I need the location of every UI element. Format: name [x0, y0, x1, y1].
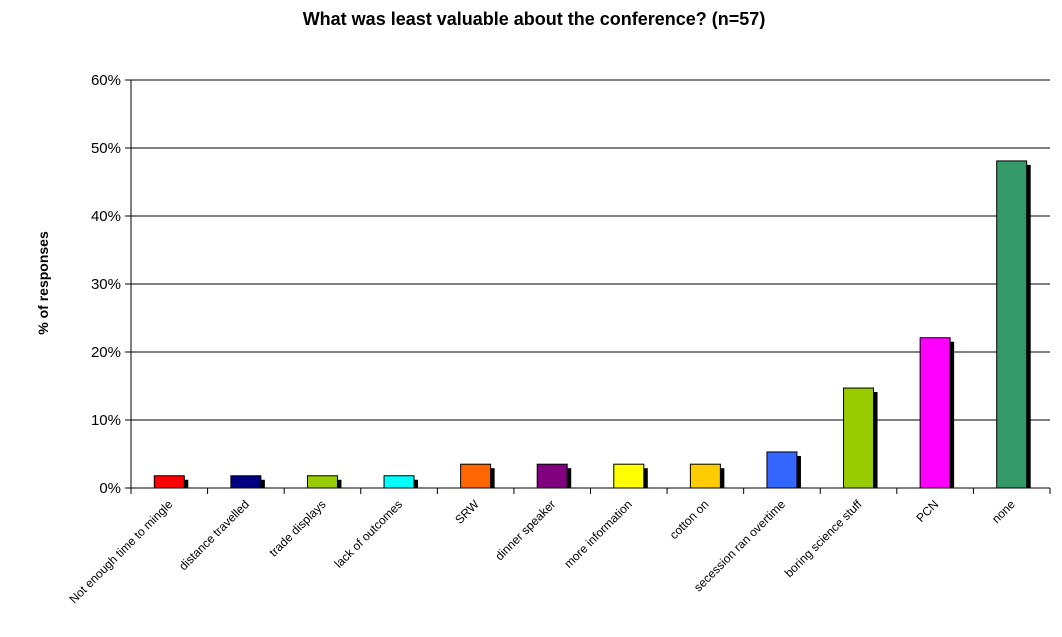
bar [997, 161, 1027, 488]
x-category-label: trade displays [266, 497, 328, 559]
y-axis-title: % of responses [35, 231, 51, 335]
chart-title: What was least valuable about the confer… [303, 9, 766, 29]
y-tick-label: 30% [91, 276, 121, 293]
bar [231, 476, 261, 488]
x-category-label: PCN [913, 497, 941, 525]
x-category-label: none [989, 497, 1018, 526]
bar [154, 476, 184, 488]
bar [384, 476, 414, 488]
bar [767, 452, 797, 488]
x-category-label: more information [561, 497, 635, 571]
bar [844, 388, 874, 488]
x-category-label: distance travelled [176, 497, 252, 573]
bar [537, 464, 567, 488]
y-tick-label: 20% [91, 344, 121, 361]
bars [154, 161, 1030, 488]
x-category-label: boring science stuff [782, 497, 865, 580]
y-tick-label: 0% [99, 480, 121, 497]
labels: 0% 10% 20% 30% 40% 50% 60% Not enough time to m… [66, 72, 1018, 606]
x-category-label: dinner speaker [492, 497, 558, 563]
gridlines [131, 80, 1050, 420]
bar [614, 464, 644, 488]
bar [920, 338, 950, 488]
x-category-label: cotton on [667, 497, 712, 542]
bar [690, 464, 720, 488]
x-category-label: Not enough time to mingle [66, 497, 175, 606]
y-tick-label: 10% [91, 412, 121, 429]
y-tick-label: 50% [91, 140, 121, 157]
bar [307, 476, 337, 488]
y-tick-label: 40% [91, 208, 121, 225]
x-category-label: SRW [452, 497, 482, 527]
bar [461, 464, 491, 488]
y-tick-label: 60% [91, 72, 121, 89]
x-category-label: lack of outcomes [332, 497, 406, 571]
axes [125, 80, 1050, 494]
